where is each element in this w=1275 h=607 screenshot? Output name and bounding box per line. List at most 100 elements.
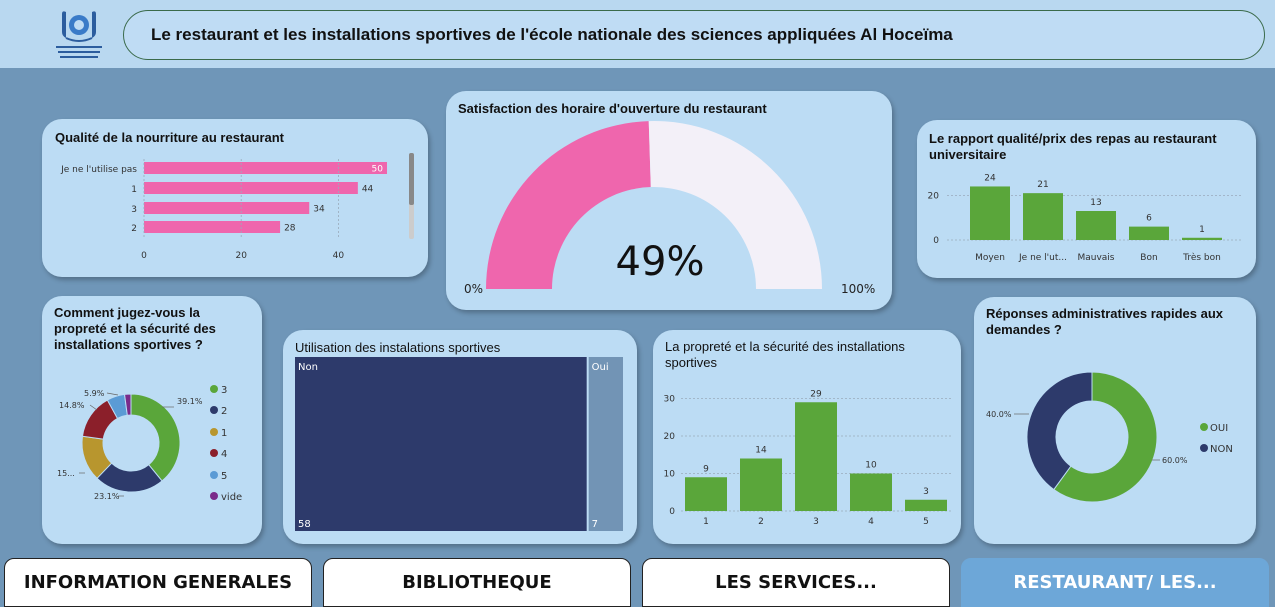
legend-marker [210,406,218,414]
bar [1182,237,1222,240]
card-title: Comment jugez-vous la propreté et la séc… [54,305,216,352]
bar [144,182,358,194]
cleanliness-bar-chart: 0 10 20 30 9 1 14 2 29 3 10 4 3 5 [664,389,951,527]
x-tick-label: 1 [703,517,709,527]
card-sports-usage[interactable]: Utilisation des instalations sportives N… [283,330,637,544]
nav-restaurant[interactable]: RESTAURANT/ LES... [961,558,1269,607]
treemap-cell-non [295,357,587,531]
legend-label: 5 [221,471,227,482]
treemap-value-label: 7 [592,519,598,530]
data-label: 14 [755,446,767,456]
page-title-text: Le restaurant et les installations sport… [151,25,953,44]
nav-information-generales[interactable]: INFORMATION GENERALES [4,558,312,607]
data-label: 1 [1199,225,1205,235]
x-tick-label: 40 [333,251,345,261]
leader-line [89,404,98,411]
nav-bibliotheque[interactable]: BIBLIOTHEQUE [323,558,631,607]
card-food-quality[interactable]: Qualité de la nourriture au restaurant J… [42,119,428,277]
data-label: 28 [284,224,296,234]
data-label: 21 [1037,180,1048,190]
data-label: 29 [810,389,822,399]
bar [144,162,387,174]
legend-marker [210,428,218,436]
slice-label: 60.0% [1162,456,1188,465]
treemap-cell-oui [588,357,623,531]
y-tick-label: Je ne l'utilise pas [60,165,137,175]
sports-usage-treemap: Non Oui 58 7 [295,357,623,531]
legend-marker [210,449,218,457]
bar [1023,193,1063,240]
legend-marker [210,385,218,393]
bar [970,186,1010,240]
x-tick-label: 3 [813,517,819,527]
nav-les-services[interactable]: LES SERVICES... [642,558,950,607]
data-label: 13 [1090,198,1101,208]
legend-label: OUI [1210,423,1228,434]
legend-label: NON [1210,444,1233,455]
slice-label: 15... [57,469,75,478]
x-tick-label: 20 [235,251,247,261]
y-tick-label: 30 [664,395,676,405]
treemap-category-label: Non [298,362,318,373]
card-title: Le rapport qualité/prix des repas au res… [929,131,1217,162]
card-opening-hours[interactable]: Satisfaction des horaire d'ouverture du … [446,91,892,310]
legend-label: 3 [221,385,227,396]
data-label: 10 [865,461,877,471]
card-title: La propreté et la sécurité des installat… [665,339,905,370]
data-label: 34 [313,205,325,215]
scrollbar-thumb [409,153,414,205]
food-quality-chart: Je ne l'utilise pas 50 1 44 3 34 2 28 0 20 40 [60,153,414,261]
x-tick-label: 4 [868,517,874,527]
card-cleanliness-bars[interactable]: La propreté et la sécurité des installat… [653,330,961,544]
donut-slice-3 [130,393,181,482]
slice-label: 5.9% [84,389,105,398]
legend-label: 2 [221,406,227,417]
x-tick-label: Mauvais [1077,253,1114,263]
card-cleanliness-donut[interactable]: Comment jugez-vous la propreté et la séc… [42,296,262,544]
x-tick-label: 5 [923,517,929,527]
cleanliness-donut-chart: 39.1% 23.1% 15... 14.8% 5.9% 3 2 1 4 5 vide [57,385,242,503]
y-tick-label: 20 [664,432,676,442]
slice-label: 14.8% [59,401,85,410]
bar [1076,211,1116,240]
x-tick-label: Très bon [1182,252,1221,263]
admin-responses-donut: 60.0% 40.0% OUI NON [986,371,1233,503]
school-logo [56,11,102,58]
legend-label: 4 [221,449,227,460]
y-tick-label: 0 [669,507,675,517]
bar [144,202,310,214]
y-tick-label: 20 [928,191,940,201]
gauge-value-arc [486,121,651,289]
bar [144,221,281,233]
price-quality-chart: 0 20 24 Moyen 21 Je ne l'ut... 13 Mauvais 6 Bon 1 T… [928,173,1242,263]
x-tick-label: 0 [141,251,147,261]
bar [1129,226,1169,240]
x-tick-label: 2 [758,517,764,527]
legend-marker [210,492,218,500]
x-tick-label: Je ne l'ut... [1018,253,1067,263]
legend-marker [1200,444,1208,452]
data-label: 6 [1146,214,1152,224]
y-tick-label: 2 [131,224,137,234]
card-title: Réponses administratives rapides aux dem… [986,306,1223,337]
bar [740,458,782,511]
opening-hours-gauge: 49% 0% 100% [464,121,875,296]
data-label: 50 [372,165,384,175]
donut-slice-vide [123,393,132,416]
treemap-category-label: Oui [592,362,609,373]
card-title: Utilisation des instalations sportives [295,340,501,355]
treemap-value-label: 58 [298,519,311,530]
x-tick-label: Moyen [975,253,1005,263]
card-admin-responses[interactable]: Réponses administratives rapides aux dem… [974,297,1256,544]
donut-slice-non [1026,371,1093,491]
card-price-quality[interactable]: Le rapport qualité/prix des repas au res… [917,120,1256,278]
y-tick-label: 10 [664,470,676,480]
slice-label: 40.0% [986,410,1012,419]
legend-marker [210,471,218,479]
gauge-remainder-arc [648,121,822,289]
bar [685,477,727,511]
data-label: 24 [984,173,996,183]
data-label: 9 [703,464,709,474]
x-tick-label: Bon [1140,253,1157,263]
y-tick-label: 3 [131,205,137,215]
